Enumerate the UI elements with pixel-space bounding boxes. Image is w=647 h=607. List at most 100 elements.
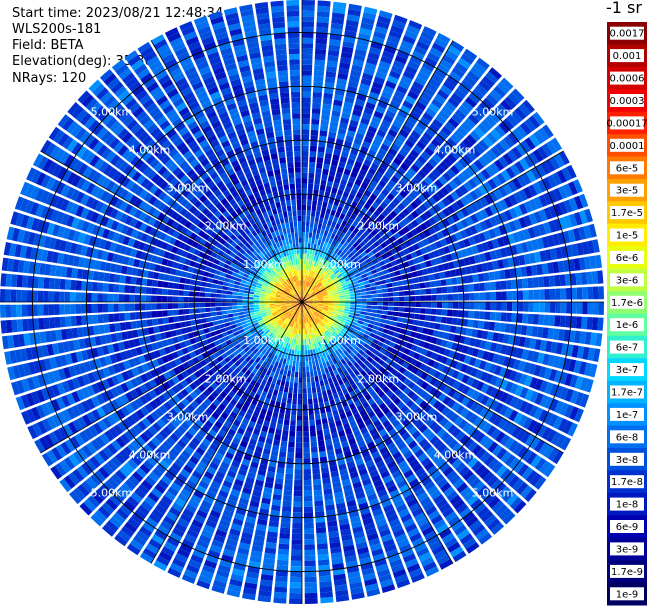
- ppi-cell: [293, 387, 298, 394]
- ppi-cell: [224, 322, 231, 327]
- ppi-cell: [289, 326, 293, 333]
- ppi-cell: [281, 516, 291, 523]
- ppi-cell: [528, 115, 541, 129]
- ppi-cell: [446, 194, 455, 204]
- ppi-cell: [417, 240, 425, 249]
- ppi-cell: [355, 43, 368, 52]
- ppi-cell: [306, 305, 311, 309]
- ppi-cell: [201, 424, 211, 433]
- ppi-cell: [291, 310, 296, 315]
- ppi-cell: [291, 302, 297, 304]
- ppi-cell: [420, 308, 426, 314]
- ppi-cell: [293, 506, 302, 513]
- ppi-cell: [435, 257, 443, 265]
- ppi-cell: [354, 289, 361, 294]
- ppi-cell: [182, 333, 190, 341]
- ppi-cell: [420, 151, 431, 161]
- ppi-cell: [339, 268, 346, 274]
- ppi-cell: [531, 239, 539, 251]
- ppi-cell: [416, 140, 427, 150]
- ppi-cell: [457, 382, 466, 393]
- ppi-cell: [158, 444, 169, 455]
- ppi-cell: [109, 516, 123, 529]
- ppi-cell: [267, 315, 274, 320]
- ppi-cell: [17, 364, 26, 378]
- ppi-cell: [547, 447, 559, 462]
- ppi-cell: [346, 258, 352, 265]
- ppi-cell: [401, 431, 411, 441]
- ppi-cell: [342, 284, 348, 289]
- ppi-cell: [265, 310, 272, 314]
- ppi-cell: [314, 288, 320, 293]
- ppi-cell: [442, 262, 450, 271]
- ppi-cell: [310, 216, 315, 222]
- ppi-cell: [309, 321, 313, 328]
- ppi-cell: [292, 333, 296, 339]
- ppi-cell: [170, 482, 182, 492]
- ppi-cell: [25, 392, 36, 407]
- ppi-cell: [322, 293, 328, 297]
- ppi-cell: [288, 387, 293, 394]
- ppi-cell: [446, 490, 459, 502]
- ppi-cell: [389, 272, 396, 278]
- ppi-cell: [91, 409, 102, 421]
- ppi-cell: [468, 92, 481, 104]
- ppi-cell: [324, 316, 330, 321]
- ppi-cell: [261, 568, 274, 576]
- ppi-cell: [441, 126, 452, 137]
- ppi-cell: [292, 512, 302, 518]
- ppi-cell: [409, 459, 420, 469]
- ppi-cell: [403, 469, 414, 479]
- ppi-cell: [398, 392, 407, 401]
- ppi-cell: [407, 390, 416, 399]
- ppi-cell: [290, 309, 295, 314]
- ppi-cell: [276, 396, 282, 403]
- ppi-cell: [304, 528, 315, 534]
- ppi-cell: [110, 387, 120, 398]
- ppi-cell: [568, 213, 578, 227]
- ppi-cell: [462, 469, 474, 481]
- ppi-cell: [294, 474, 302, 480]
- ppi-cell: [170, 330, 177, 337]
- ppi-cell: [392, 60, 406, 70]
- ppi-cell: [321, 279, 326, 284]
- ppi-cell: [189, 382, 198, 391]
- ppi-cell: [394, 270, 401, 276]
- ppi-cell: [378, 249, 386, 256]
- ppi-cell: [330, 23, 344, 30]
- ppi-cell: [226, 403, 235, 411]
- ppi-cell: [347, 217, 355, 225]
- ppi-cell: [322, 295, 329, 298]
- ppi-cell: [275, 331, 280, 337]
- ppi-cell: [336, 425, 344, 432]
- ppi-cell: [303, 442, 310, 448]
- ppi-cell: [459, 184, 469, 195]
- ppi-cell: [467, 275, 474, 283]
- ppi-cell: [448, 439, 459, 450]
- ppi-cell: [51, 447, 63, 461]
- ppi-cell: [208, 326, 215, 332]
- ppi-cell: [524, 337, 531, 349]
- ppi-cell: [437, 363, 445, 372]
- ppi-cell: [256, 317, 263, 322]
- ppi-cell: [171, 462, 182, 473]
- ppi-cell: [110, 456, 122, 468]
- ppi-cell: [425, 308, 432, 315]
- ppi-cell: [92, 370, 101, 382]
- ppi-cell: [318, 440, 325, 447]
- ppi-cell: [337, 288, 344, 292]
- ppi-cell: [394, 437, 404, 446]
- ppi-cell: [437, 130, 449, 141]
- ppi-cell: [310, 291, 315, 296]
- ppi-cell: [367, 52, 380, 61]
- ppi-cell: [338, 201, 345, 208]
- ppi-cell: [355, 541, 368, 550]
- ppi-cell: [444, 101, 457, 112]
- ppi-cell: [541, 143, 553, 157]
- ppi-cell: [374, 386, 382, 394]
- ppi-cell: [392, 311, 399, 317]
- ppi-cell: [365, 488, 376, 497]
- ppi-cell: [271, 321, 277, 326]
- ppi-cell: [131, 367, 140, 377]
- ppi-cell: [304, 269, 307, 276]
